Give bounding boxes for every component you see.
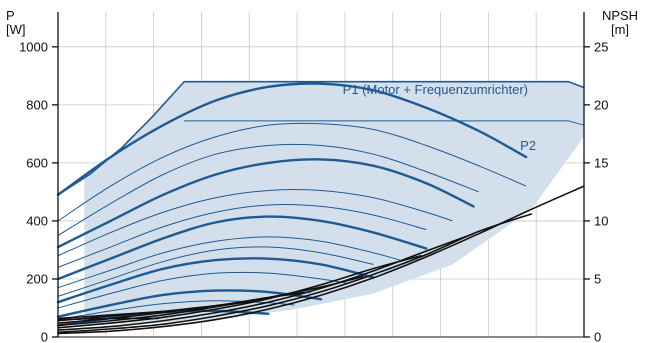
left-axis-tick-label: 200: [26, 271, 48, 286]
p1-series-label: P1 (Motor + Frequenzumrichter): [343, 82, 528, 97]
right-axis-tick-label: 5: [594, 271, 601, 286]
left-axis-tick-label: 1000: [19, 39, 48, 54]
left-axis-tick-label: 400: [26, 213, 48, 228]
p2-series-label: P2: [520, 138, 536, 153]
left-axis-tick-label: 800: [26, 97, 48, 112]
right-axis-tick-label: 20: [594, 97, 608, 112]
right-axis-tick-label: 25: [594, 39, 608, 54]
right-axis-title-line1: NPSH: [602, 8, 638, 23]
left-axis-title-line2: [W]: [6, 22, 26, 37]
right-axis-title-line2: [m]: [611, 22, 629, 37]
right-axis-tick-label: 0: [594, 330, 601, 343]
left-axis-tick-label: 600: [26, 155, 48, 170]
left-axis-title-line1: P: [6, 8, 15, 23]
left-axis-tick-label: 0: [41, 330, 48, 343]
right-axis-tick-label: 10: [594, 213, 608, 228]
right-axis-tick-label: 15: [594, 155, 608, 170]
